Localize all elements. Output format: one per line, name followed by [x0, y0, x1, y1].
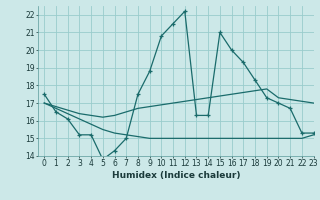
X-axis label: Humidex (Indice chaleur): Humidex (Indice chaleur) [112, 171, 240, 180]
